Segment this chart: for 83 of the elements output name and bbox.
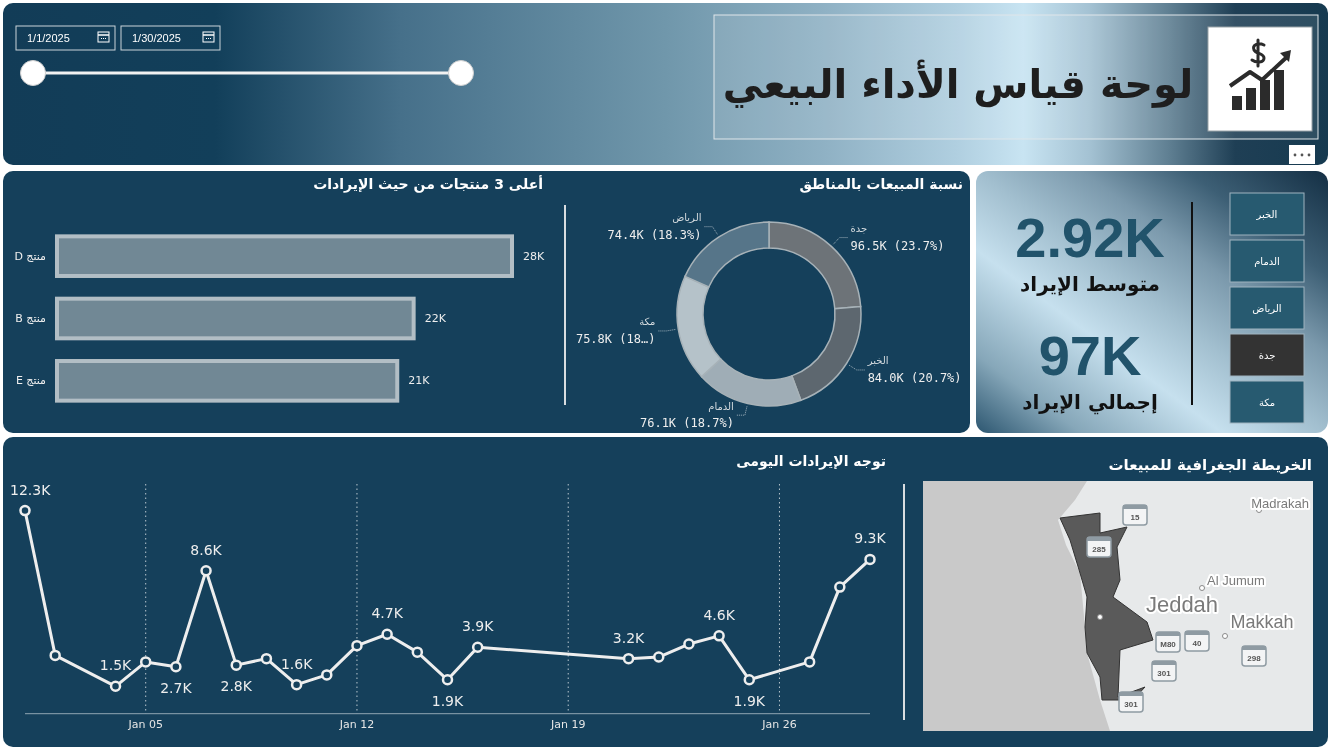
chart-title: توجه الإيرادات اليومى [736,453,886,470]
chart-title: أعلى 3 منتجات من حيث الإيرادات [313,175,543,193]
point [441,674,454,686]
data-label: 2.7K [160,679,193,696]
text: 285 [1092,544,1107,554]
point [260,652,273,665]
data-label: 74.4K (18.3%) [607,227,702,242]
point [653,651,665,663]
point [200,565,212,577]
text: M80 [1160,639,1177,649]
point [49,649,61,662]
point [622,652,635,665]
text: 1/1/2025 [27,32,70,44]
point [321,669,333,681]
x-tick-label: Jan 05 [127,717,163,731]
data-label: 76.1K (18.7%) [639,416,734,431]
data-label: 84.0K (20.7%) [867,370,962,385]
data-label: 22K [424,312,447,325]
data-label: 1.6K [280,655,314,672]
text: Jeddah [1145,591,1219,617]
point [713,630,725,642]
y-tick-label: منتج D [14,249,47,263]
slice-label: الخبر [866,355,889,367]
data-label: 3.2K [612,629,646,646]
text: 301 [1124,699,1139,709]
point [351,639,363,652]
data-label: 9.3K [854,530,887,547]
category-label: الرياض [1252,302,1282,314]
data-label: 28K [523,249,545,263]
data-label: 96.5K (23.7%) [850,238,945,253]
point [230,659,242,671]
text: 298 [1247,653,1262,663]
slice-label: جدة [850,223,868,235]
text: Al Jumum [1207,572,1265,588]
category-label: الدمام [1254,255,1280,267]
text: Madrakah [1251,495,1309,511]
point [411,646,424,658]
point [19,504,31,517]
slice-label: الدمام [708,400,734,412]
data-label: 8.6K [190,541,223,558]
text: 2.92K [1015,205,1165,269]
point [109,680,122,693]
data-label: 4.7K [371,605,404,622]
data-label: 1.9K [431,692,465,709]
category-label: جدة [1258,349,1276,361]
point [170,661,182,673]
data-label: 3.9K [461,618,495,635]
text: لوحة قياس الأداء البيعي [722,59,1194,108]
text: Makkah [1230,612,1294,632]
data-label: 2.8K [220,678,253,695]
slice-label: الرياض [672,212,702,224]
slice-label: مكة [639,316,656,328]
x-tick-label: Jan 12 [338,717,375,731]
x-tick-label: Jan 19 [549,717,586,731]
point [834,581,846,593]
y-tick-label: منتج E [15,374,47,388]
text: 1/30/2025 [132,32,181,44]
point [471,641,484,654]
data-label: 1.5K [99,657,133,674]
x-tick-label: Jan 26 [761,717,797,731]
text: 15 [1130,512,1140,522]
point [803,656,816,668]
data-label: 4.6K [703,606,736,623]
category-label: مكة [1258,396,1276,408]
text: إجمالي الإيراد [1022,390,1158,415]
point [290,678,303,691]
text: 301 [1157,668,1172,678]
text: 97K [1038,323,1142,387]
chart-title: نسبة المبيعات بالمناطق [799,176,963,193]
data-label: 75.8K (18…) [575,331,656,346]
text: 40 [1192,638,1202,648]
text: الخريطة الجغرافية للمبيعات [1108,456,1312,474]
point [683,638,695,650]
data-label: 1.9K [733,692,766,709]
text: متوسط الإيراد [1020,272,1160,296]
data-label: 12.3K [10,481,52,498]
point [139,656,152,668]
y-tick-label: منتج B [15,312,47,325]
point [743,674,756,686]
point [864,553,876,566]
point [381,628,393,640]
category-label: الخبر [1255,208,1278,220]
data-label: 21K [408,374,431,388]
